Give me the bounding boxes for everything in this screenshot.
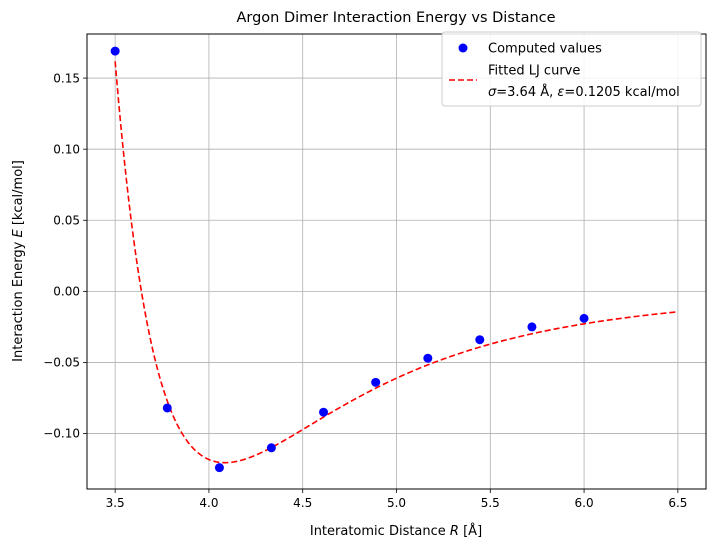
x-tick-label: 6.5: [668, 496, 687, 510]
grid: [87, 34, 706, 489]
y-axis-label-post: [kcal/mol]: [11, 160, 26, 229]
computed-point: [110, 46, 120, 56]
computed-point: [423, 353, 433, 363]
y-tick-label: 0.00: [53, 285, 80, 299]
computed-point: [319, 407, 329, 417]
chart-title: Argon Dimer Interaction Energy vs Distan…: [236, 10, 555, 26]
legend-sigma-symbol: σ: [488, 85, 497, 100]
legend-marker-computed: [458, 43, 468, 53]
computed-point: [475, 335, 485, 345]
y-axis-label-pre: Interaction Energy: [11, 238, 26, 362]
x-tick-label: 3.5: [106, 496, 125, 510]
computed-points-layer: [110, 46, 589, 473]
y-tick-label: 0.10: [53, 142, 80, 156]
y-axis-label-var: E: [11, 229, 26, 238]
computed-point: [214, 463, 224, 473]
legend-box: [441, 31, 702, 107]
legend-label-computed: Computed values: [488, 42, 602, 57]
x-tick-label: 4.0: [199, 496, 218, 510]
legend-label-fitted-line1: Fitted LJ curve: [488, 64, 580, 79]
y-tick-label: 0.15: [53, 71, 80, 85]
x-tick-label: 5.0: [387, 496, 406, 510]
x-tick-label: 6.0: [575, 496, 594, 510]
x-axis-label-var: R: [450, 524, 459, 539]
x-axis-label-post: [Å]: [459, 523, 482, 539]
legend-epsilon-value: =0.1205 kcal/mol: [564, 85, 679, 100]
fitted-curve-layer: [114, 61, 678, 464]
legend: Computed values Fitted LJ curve σ=3.64 Å…: [441, 31, 702, 107]
x-tick-label: 5.5: [481, 496, 500, 510]
x-tick-label: 4.5: [293, 496, 312, 510]
x-axis-label: Interatomic Distance R [Å]: [310, 523, 482, 539]
computed-point: [162, 403, 172, 413]
legend-label-fitted-line2: σ=3.64 Å, ε=0.1205 kcal/mol: [488, 84, 680, 100]
y-tick-label: −0.10: [43, 427, 80, 441]
computed-point: [266, 443, 276, 453]
computed-point: [371, 377, 381, 387]
plot-frame: [86, 33, 707, 490]
axis-ticks: 3.5 4.0 4.5 5.0 5.5 6.0 6.5 −0.10 −0.05 0.00 0.05 0…: [43, 71, 687, 510]
computed-point: [579, 313, 589, 323]
y-tick-label: 0.05: [53, 213, 80, 227]
y-axis-label: Interaction Energy E [kcal/mol]: [11, 160, 26, 362]
fitted-lj-curve: [114, 61, 678, 464]
y-tick-label: −0.05: [43, 356, 80, 370]
legend-sigma-value: =3.64 Å,: [496, 84, 557, 100]
legend-epsilon-symbol: ε: [557, 85, 564, 100]
computed-point: [527, 322, 537, 332]
x-axis-label-pre: Interatomic Distance: [310, 524, 450, 539]
